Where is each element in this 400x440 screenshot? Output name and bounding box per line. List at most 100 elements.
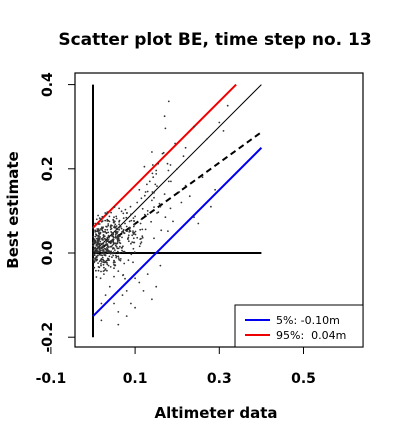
scatter-point — [155, 169, 158, 172]
scatter-point — [124, 208, 127, 211]
scatter-point — [144, 191, 147, 193]
scatter-point — [119, 225, 121, 228]
scatter-point — [130, 253, 133, 256]
scatter-point — [97, 269, 100, 272]
scatter-point — [125, 212, 128, 214]
scatter-point — [153, 191, 155, 194]
scatter-point — [118, 252, 121, 254]
scatter-point — [110, 224, 112, 227]
scatter-point — [102, 270, 105, 272]
scatter-point — [102, 261, 105, 264]
scatter-point — [205, 138, 208, 141]
scatter-point — [130, 302, 132, 305]
scatter-point — [95, 269, 97, 272]
scatter-point — [96, 250, 99, 253]
scatter-point — [113, 263, 115, 266]
scatter-point — [98, 229, 101, 232]
scatter-point — [93, 266, 96, 269]
scatter-point — [139, 222, 142, 225]
scatter-point — [118, 223, 120, 226]
scatter-point — [197, 222, 200, 225]
scatter-point — [139, 228, 142, 231]
scatter-point — [116, 240, 119, 243]
scatter-point — [106, 228, 109, 231]
scatter-point — [118, 241, 121, 244]
scatter-point — [117, 257, 120, 259]
scatter-point — [97, 242, 100, 245]
scatter-point — [118, 228, 120, 231]
scatter-point — [95, 276, 98, 278]
scatter-point — [164, 216, 167, 219]
scatter-point — [117, 311, 120, 313]
scatter-point — [153, 206, 155, 209]
scatter-point — [119, 235, 121, 238]
scatter-point — [123, 250, 126, 253]
scatter-point — [119, 259, 122, 262]
scatter-point — [143, 213, 146, 216]
scatter-point — [121, 236, 123, 239]
scatter-point — [118, 226, 120, 229]
scatter-point — [95, 237, 98, 240]
scatter-point — [112, 254, 115, 257]
scatter-point — [118, 207, 120, 210]
scatter-point — [127, 237, 129, 240]
scatter-point — [104, 248, 107, 251]
scatter-point — [144, 228, 147, 231]
scatter-point — [106, 263, 109, 266]
scatter-point — [104, 238, 107, 241]
scatter-point — [146, 183, 148, 186]
scatter-point — [93, 238, 96, 241]
scatter-point — [107, 239, 110, 241]
scatter-point — [121, 231, 123, 233]
scatter-point — [112, 236, 115, 239]
y-tick-label: 0.2 — [40, 156, 56, 181]
x-tick-label: 0.3 — [207, 371, 232, 387]
scatter-point — [117, 270, 120, 272]
scatter-point — [140, 197, 143, 200]
scatter-point — [100, 260, 103, 263]
scatter-point — [129, 230, 132, 233]
scatter-point — [138, 245, 141, 248]
scatter-point — [100, 252, 103, 255]
scatter-point — [100, 319, 103, 322]
scatter-point — [157, 162, 160, 165]
scatter-point — [96, 247, 99, 250]
scatter-point — [138, 268, 141, 271]
scatter-point — [105, 261, 108, 264]
scatter-point — [103, 252, 105, 255]
scatter-point — [113, 226, 115, 229]
scatter-point — [97, 245, 99, 248]
scatter-point — [105, 250, 107, 253]
scatter-point — [98, 248, 101, 251]
legend-label-5pct: 5%: -0.10m — [276, 314, 340, 327]
scatter-point — [166, 162, 169, 165]
scatter-point — [97, 223, 100, 225]
scatter-point — [102, 244, 104, 246]
scatter-point — [115, 215, 118, 218]
scatter-point — [98, 244, 101, 247]
scatter-point — [102, 242, 104, 245]
scatter-point — [98, 233, 101, 236]
scatter-point — [157, 211, 160, 214]
x-tick-label: 0.5 — [291, 371, 316, 387]
scatter-point — [193, 216, 195, 219]
scatter-point — [210, 205, 212, 208]
scatter-point — [184, 184, 187, 187]
scatter-point — [174, 142, 177, 145]
scatter-point — [167, 230, 169, 233]
blue-5pct-line — [92, 147, 263, 317]
scatter-point — [118, 220, 120, 223]
scatter-point — [118, 239, 121, 242]
scatter-point — [129, 226, 131, 229]
scatter-point — [99, 240, 102, 243]
scatter-point — [134, 215, 137, 218]
scatter-point — [108, 285, 111, 288]
scatter-point — [99, 228, 102, 230]
scatter-point — [114, 254, 117, 257]
scatter-point — [161, 152, 164, 155]
scatter-point — [111, 244, 114, 247]
scatter-point — [156, 212, 158, 214]
scatter-point — [100, 264, 102, 267]
scatter-point — [193, 125, 195, 128]
scatter-point — [105, 212, 108, 215]
